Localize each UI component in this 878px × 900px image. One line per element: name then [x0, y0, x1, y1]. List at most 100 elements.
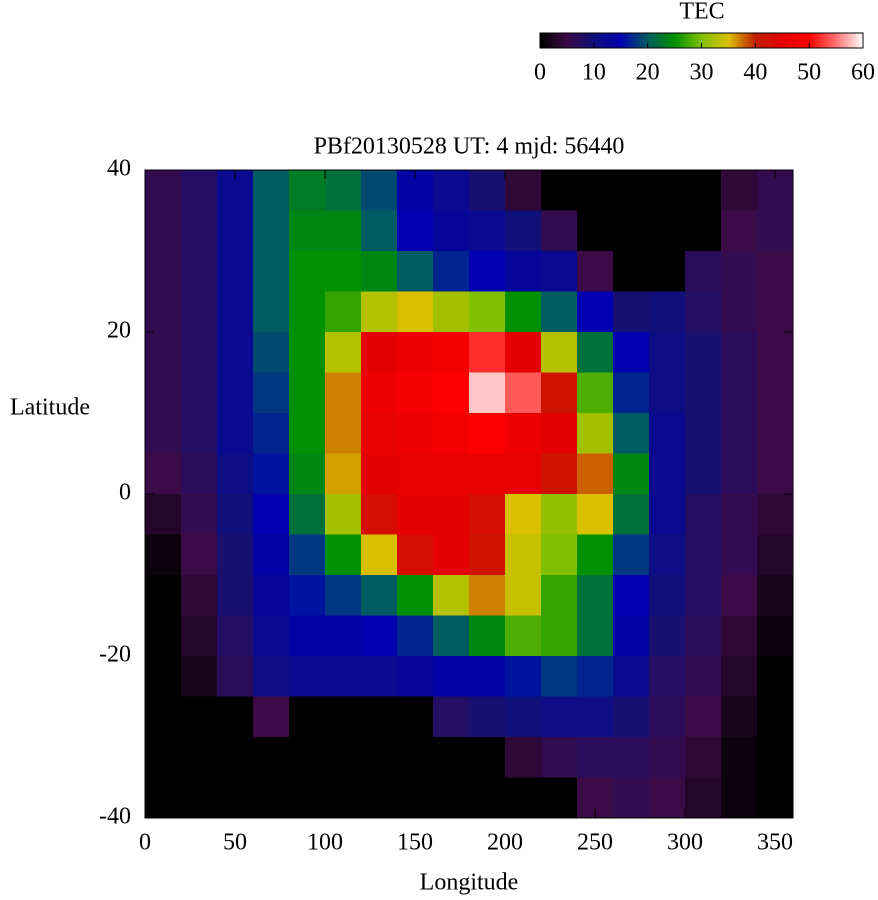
heat-cell: [289, 210, 326, 252]
heat-cell: [649, 656, 686, 697]
heat-cell: [433, 170, 470, 211]
heat-cell: [145, 534, 182, 576]
heat-cell: [181, 656, 218, 697]
heat-cell: [613, 534, 650, 576]
heat-cell: [397, 453, 434, 495]
heat-cell: [469, 737, 506, 778]
heat-cell: [577, 413, 614, 454]
x-tick-label: 100: [307, 830, 343, 856]
heat-cell: [757, 210, 794, 252]
heat-cell: [181, 453, 218, 495]
heat-cell: [217, 453, 254, 495]
heat-cell: [397, 737, 434, 778]
heat-cell: [505, 413, 542, 454]
heat-cell: [649, 372, 686, 414]
heat-cell: [613, 251, 650, 292]
heat-cell: [649, 696, 686, 738]
heat-cell: [397, 615, 434, 657]
heat-cell: [685, 534, 722, 576]
heat-cell: [253, 291, 290, 333]
heat-cell: [433, 413, 470, 454]
heat-cell: [289, 453, 326, 495]
heat-cell: [541, 696, 578, 738]
heat-cell: [397, 575, 434, 616]
heat-cell: [469, 251, 506, 292]
heat-cell: [541, 170, 578, 211]
heat-cell: [325, 372, 362, 414]
heat-cell: [253, 413, 290, 454]
heat-cell: [433, 696, 470, 738]
heat-cell: [397, 372, 434, 414]
heat-cell: [433, 210, 470, 252]
heat-cell: [433, 615, 470, 657]
heat-cell: [361, 656, 398, 697]
heat-cell: [361, 210, 398, 252]
heat-cell: [613, 777, 650, 819]
heat-cell: [469, 575, 506, 616]
heat-cell: [541, 251, 578, 292]
heat-cell: [325, 413, 362, 454]
heat-cell: [757, 494, 794, 535]
heat-cell: [577, 291, 614, 333]
heat-cell: [541, 291, 578, 333]
heat-cell: [721, 372, 758, 414]
colorbar-tick-label: 40: [743, 60, 767, 86]
heat-cell: [721, 534, 758, 576]
heat-cell: [217, 615, 254, 657]
heat-cell: [325, 696, 362, 738]
heat-cell: [397, 291, 434, 333]
heat-cell: [721, 696, 758, 738]
heat-cell: [685, 737, 722, 778]
heat-cell: [181, 494, 218, 535]
heat-cell: [361, 332, 398, 373]
heat-cell: [145, 615, 182, 657]
heat-cell: [325, 210, 362, 252]
heat-cell: [577, 251, 614, 292]
heat-cell: [649, 777, 686, 819]
heat-cell: [433, 251, 470, 292]
heat-cell: [361, 170, 398, 211]
x-tick-label: 50: [223, 830, 247, 856]
heat-cell: [577, 453, 614, 495]
colorbar-tick-label: 10: [582, 60, 606, 86]
heat-cell: [361, 291, 398, 333]
heat-cell: [181, 170, 218, 211]
heat-cell: [757, 453, 794, 495]
heat-cell: [505, 575, 542, 616]
y-tick-label: 20: [107, 318, 131, 344]
heat-cell: [433, 372, 470, 414]
heat-cell: [397, 656, 434, 697]
heat-cell: [685, 170, 722, 211]
heat-cell: [325, 777, 362, 819]
heat-cell: [685, 372, 722, 414]
heat-cell: [577, 737, 614, 778]
heat-cell: [325, 170, 362, 211]
heat-cell: [577, 332, 614, 373]
heat-cell: [253, 494, 290, 535]
colorbar-tick-label: 60: [851, 60, 875, 86]
heat-cell: [469, 332, 506, 373]
heat-cell: [505, 656, 542, 697]
heat-cell: [685, 575, 722, 616]
heat-cell: [649, 575, 686, 616]
heat-cell: [289, 615, 326, 657]
heat-cell: [361, 615, 398, 657]
heat-cell: [289, 170, 326, 211]
heat-cell: [145, 494, 182, 535]
x-tick-label: 300: [667, 830, 703, 856]
heat-cell: [181, 575, 218, 616]
heat-cell: [649, 332, 686, 373]
heat-cell: [325, 453, 362, 495]
heat-cell: [541, 615, 578, 657]
heat-cell: [685, 696, 722, 738]
heat-cell: [145, 210, 182, 252]
heat-cell: [577, 615, 614, 657]
heat-cell: [505, 372, 542, 414]
heat-cell: [685, 615, 722, 657]
heat-cell: [577, 534, 614, 576]
heat-cell: [685, 251, 722, 292]
heat-cell: [217, 413, 254, 454]
heat-cell: [505, 494, 542, 535]
heat-cell: [145, 291, 182, 333]
heat-cell: [253, 332, 290, 373]
